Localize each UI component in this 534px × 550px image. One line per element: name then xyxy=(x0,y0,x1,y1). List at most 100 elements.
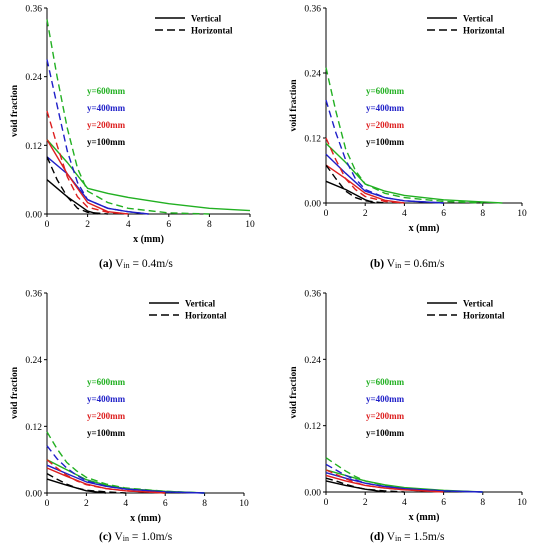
x-tick-label: 6 xyxy=(163,499,168,509)
series-line-y400-horizontal xyxy=(46,59,149,215)
y-tick-label: 0.36 xyxy=(304,5,321,15)
legend-label-solid: Vertical xyxy=(463,14,494,24)
series-label-y600: y=600mm xyxy=(87,86,126,96)
caption-c-sub: in xyxy=(122,534,129,543)
caption-c-v: V xyxy=(114,531,123,543)
y-tick-label: 0.36 xyxy=(304,290,321,300)
y-tick-label: 0.36 xyxy=(25,5,42,15)
x-tick-label: 10 xyxy=(239,499,249,509)
x-tick-label: 4 xyxy=(123,499,128,509)
series-label-y600: y=600mm xyxy=(87,377,126,387)
y-tick-label: 0.24 xyxy=(25,356,42,366)
series-line-y200-horizontal xyxy=(46,110,129,215)
x-tick-label: 8 xyxy=(207,220,212,230)
caption-c-value: = 1.0m/s xyxy=(128,531,173,543)
caption-a: (a) Vin = 0.4m/s xyxy=(99,258,173,270)
series-label-y200: y=200mm xyxy=(87,411,126,421)
series-label-y400: y=400mm xyxy=(366,103,405,113)
chart-panel-c: 0.00 0.12 0.24 0.36 0 2 4 6 8 10 x (mm) void fracti… xyxy=(10,290,249,525)
legend-label-dashed: Horizontal xyxy=(463,26,505,36)
x-tick-label: 2 xyxy=(363,209,368,219)
x-axis-label: x (mm) xyxy=(409,223,440,234)
x-tick-label: 6 xyxy=(441,498,446,508)
x-tick-label: 8 xyxy=(480,209,485,219)
caption-a-sub: in xyxy=(123,261,130,270)
caption-c-letter: (c) xyxy=(99,531,112,543)
series-label-y100: y=100mm xyxy=(366,137,405,147)
x-tick-label: 0 xyxy=(45,220,50,230)
series-line-y400-horizontal xyxy=(325,463,483,493)
y-tick-label: 0.12 xyxy=(304,422,321,432)
legend-label-dashed: Horizontal xyxy=(185,311,227,321)
y-tick-label: 0.12 xyxy=(25,423,42,433)
series-line-y200-horizontal xyxy=(325,137,405,204)
y-tick-label: 0.24 xyxy=(304,70,321,80)
x-tick-label: 0 xyxy=(324,209,329,219)
series-line-y600-horizontal xyxy=(46,19,210,215)
legend-label-solid: Vertical xyxy=(191,14,222,24)
x-axis-label: x (mm) xyxy=(130,513,161,524)
x-tick-label: 4 xyxy=(402,498,407,508)
y-axis-label: void fraction xyxy=(10,366,20,419)
series-line-y600-vertical xyxy=(46,139,251,212)
x-axis-label: x (mm) xyxy=(409,512,440,523)
x-tick-label: 10 xyxy=(517,209,527,219)
y-tick-label: 0.12 xyxy=(25,142,42,152)
series-label-y100: y=100mm xyxy=(366,428,405,438)
series-line-y400-horizontal xyxy=(325,99,444,204)
caption-a-letter: (a) xyxy=(99,258,113,270)
x-tick-label: 10 xyxy=(517,498,527,508)
y-axis-label: void fraction xyxy=(289,366,299,419)
series-line-y200-vertical xyxy=(46,139,129,215)
x-tick-label: 2 xyxy=(85,220,90,230)
x-tick-label: 4 xyxy=(126,220,131,230)
series-line-y600-horizontal xyxy=(325,67,483,204)
chart-panel-d: 0.00 0.12 0.24 0.36 0 2 4 6 8 10 x (mm) void fracti… xyxy=(289,290,527,524)
y-tick-label: 0.24 xyxy=(25,73,42,83)
series-line-y600-horizontal xyxy=(46,431,205,494)
x-tick-label: 4 xyxy=(402,209,407,219)
caption-d-letter: (d) xyxy=(370,531,385,543)
caption-b: (b) Vin = 0.6m/s xyxy=(370,258,445,270)
y-axis-label: void fraction xyxy=(10,84,20,137)
series-line-y100-horizontal xyxy=(325,477,405,493)
series-label-y200: y=200mm xyxy=(366,411,405,421)
series-label-y100: y=100mm xyxy=(87,428,126,438)
series-line-y200-horizontal xyxy=(325,469,444,493)
x-axis-label: x (mm) xyxy=(133,234,164,245)
y-tick-label: 0.00 xyxy=(25,211,42,221)
chart-panel-a: 0.00 0.12 0.24 0.36 0 2 4 6 8 10 x (mm) void fracti… xyxy=(10,5,255,246)
y-axis-label: void fraction xyxy=(289,79,299,132)
series-label-y200: y=200mm xyxy=(87,120,126,130)
series-label-y100: y=100mm xyxy=(87,137,126,147)
x-tick-label: 10 xyxy=(245,220,255,230)
series-line-y100-vertical xyxy=(46,179,98,215)
caption-d: (d) Vin = 1.5m/s xyxy=(370,531,445,543)
caption-b-value: = 0.6m/s xyxy=(401,258,445,270)
x-tick-label: 0 xyxy=(45,499,50,509)
series-line-y100-vertical xyxy=(46,478,107,494)
caption-d-value: = 1.5m/s xyxy=(401,531,445,543)
y-tick-label: 0.00 xyxy=(25,490,42,500)
legend-label-dashed: Horizontal xyxy=(191,26,233,36)
series-label-y200: y=200mm xyxy=(366,120,405,130)
legend-label-dashed: Horizontal xyxy=(463,311,505,321)
x-tick-label: 0 xyxy=(324,498,329,508)
legend-label-solid: Vertical xyxy=(463,299,494,309)
x-tick-label: 2 xyxy=(363,498,368,508)
legend-label-solid: Vertical xyxy=(185,299,216,309)
x-tick-label: 6 xyxy=(441,209,446,219)
caption-a-v: V xyxy=(115,258,124,270)
series-label-y400: y=400mm xyxy=(366,394,405,404)
caption-b-v: V xyxy=(386,258,396,270)
chart-panel-b: 0.00 0.12 0.24 0.36 0 2 4 6 8 10 x (mm) void fracti… xyxy=(289,5,527,235)
x-tick-label: 8 xyxy=(202,499,207,509)
series-label-y600: y=600mm xyxy=(366,86,405,96)
series-label-y400: y=400mm xyxy=(87,394,126,404)
x-tick-label: 2 xyxy=(84,499,89,509)
y-tick-label: 0.00 xyxy=(304,200,321,210)
caption-d-sub: in xyxy=(395,534,402,543)
series-line-y400-vertical xyxy=(325,153,444,204)
x-tick-label: 6 xyxy=(166,220,171,230)
